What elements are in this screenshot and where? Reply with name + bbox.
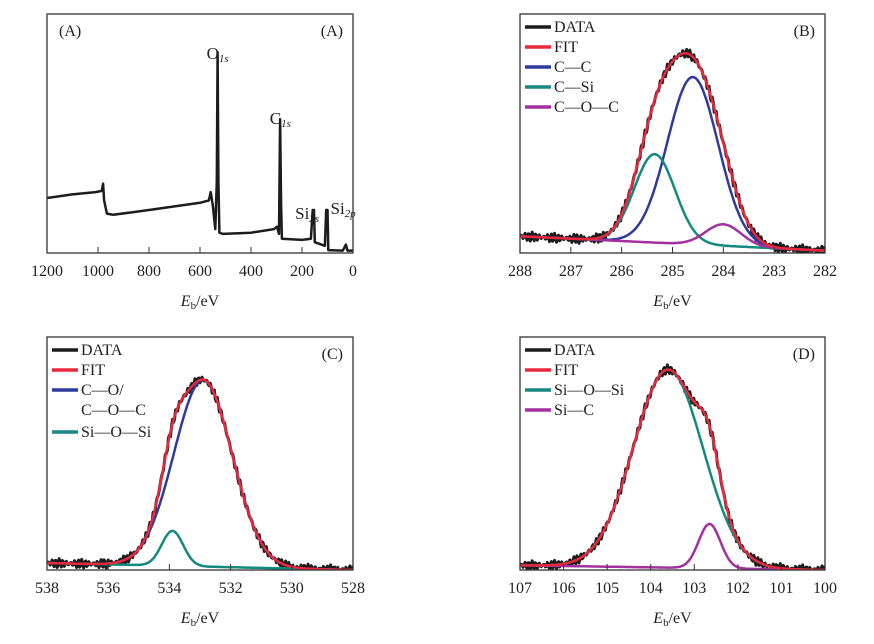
x-tick-label: 107 bbox=[508, 580, 532, 597]
x-axis-label: Eb/eV bbox=[180, 293, 220, 312]
x-tick-label: 284 bbox=[711, 263, 735, 280]
x-axis-label-rest: /eV bbox=[196, 293, 220, 310]
legend-label: C—C bbox=[554, 59, 591, 76]
x-tick-label: 282 bbox=[813, 263, 837, 280]
x-tick-label: 106 bbox=[552, 580, 576, 597]
legend-label: Si—O—Si bbox=[554, 382, 625, 399]
legend-label: FIT bbox=[554, 39, 578, 56]
plot-frame bbox=[46, 336, 354, 571]
x-tick-label: 200 bbox=[290, 263, 314, 280]
panel-label: (A) bbox=[59, 23, 81, 40]
x-tick-label: 101 bbox=[769, 580, 793, 597]
x-tick-label: 102 bbox=[726, 580, 750, 597]
legend-label: Si—C bbox=[554, 402, 594, 419]
x-axis-label-main: E bbox=[652, 293, 663, 310]
x-tick-label: 105 bbox=[595, 580, 619, 597]
x-axis-label-sub: b bbox=[663, 617, 669, 629]
x-axis-label-main: E bbox=[652, 610, 663, 627]
x-tick-label: 1000 bbox=[82, 263, 114, 280]
x-tick-label: 400 bbox=[239, 263, 263, 280]
x-tick-label: 536 bbox=[96, 580, 120, 597]
x-tick-label: 286 bbox=[610, 263, 634, 280]
x-axis-label-rest: /eV bbox=[669, 610, 693, 627]
panel-a: 1200 1000 800 600 400 200 0Eb/eV(A)(A)O1sC1sSi… bbox=[31, 13, 357, 312]
x-tick-label: 528 bbox=[341, 580, 365, 597]
legend-label: C—Si bbox=[554, 79, 595, 96]
x-tick-label: 534 bbox=[157, 580, 181, 597]
x-tick-label: 0 bbox=[349, 263, 357, 280]
legend-label: Si—O—Si bbox=[81, 424, 152, 441]
x-axis-label-sub: b bbox=[191, 617, 197, 629]
x-axis-label: Eb/eV bbox=[652, 293, 692, 312]
peak-label-main: Si bbox=[331, 199, 345, 218]
peak-label: C1s bbox=[270, 109, 291, 130]
x-tick-label: 800 bbox=[137, 263, 161, 280]
legend-label: C—O/ bbox=[81, 382, 124, 399]
panel-label: (B) bbox=[794, 23, 815, 40]
x-axis-label-sub: b bbox=[663, 300, 669, 312]
plot-frame bbox=[519, 336, 826, 571]
x-tick-label: 538 bbox=[35, 580, 59, 597]
x-tick-label: 530 bbox=[280, 580, 304, 597]
x-axis-label-main: E bbox=[180, 293, 191, 310]
peak-label: O1s bbox=[207, 44, 229, 65]
series-line-data bbox=[47, 50, 353, 252]
x-tick-label: 600 bbox=[188, 263, 212, 280]
peak-label-sub: 1s bbox=[281, 118, 291, 130]
legend-label: C—O—C bbox=[81, 402, 146, 419]
panel-label: (D) bbox=[793, 346, 815, 363]
legend-label: FIT bbox=[554, 362, 578, 379]
series-line-component bbox=[520, 368, 825, 570]
peak-label-main: Si bbox=[295, 204, 309, 223]
x-tick-label: 103 bbox=[682, 580, 706, 597]
x-axis-label-rest: /eV bbox=[669, 293, 693, 310]
series-line-component bbox=[520, 522, 825, 570]
x-axis-label-main: E bbox=[180, 610, 191, 627]
x-tick-label: 287 bbox=[559, 263, 583, 280]
panel-d: 107 106 105 104 103 102 101 100 Eb/eV (D) DATA FIT S… bbox=[508, 336, 837, 629]
series-line-fit bbox=[520, 368, 825, 570]
panel-c: 538 536 534 532 530 528 Eb/eV (C) DATA FIT C—O/C—O… bbox=[35, 336, 365, 629]
peak-label-sub: 2p bbox=[345, 208, 357, 220]
legend-label: DATA bbox=[554, 342, 596, 359]
x-tick-label: 288 bbox=[508, 263, 532, 280]
plot-area bbox=[47, 50, 353, 252]
peak-label: Si2s bbox=[295, 204, 319, 225]
x-tick-label: 100 bbox=[813, 580, 837, 597]
peak-label-sub: 2s bbox=[309, 213, 319, 225]
x-axis-label: Eb/eV bbox=[652, 610, 692, 629]
x-axis-label: Eb/eV bbox=[180, 610, 220, 629]
panel-b: 288 287 286 285 284 283 282 Eb/eV (B) DATA FIT C—C C… bbox=[508, 13, 837, 312]
peak-label-main: O bbox=[207, 44, 219, 63]
x-axis-label-rest: /eV bbox=[196, 610, 220, 627]
x-tick-label: 104 bbox=[639, 580, 663, 597]
x-tick-label: 283 bbox=[762, 263, 786, 280]
x-tick-label: 285 bbox=[661, 263, 685, 280]
plot-area bbox=[520, 363, 825, 570]
x-tick-label: 532 bbox=[219, 580, 243, 597]
series-line-fit bbox=[520, 51, 825, 252]
x-tick-label: 1200 bbox=[31, 263, 63, 280]
x-axis-label-sub: b bbox=[191, 300, 197, 312]
peak-label: Si2p bbox=[331, 199, 357, 220]
series-line-fit bbox=[47, 378, 353, 570]
peak-label-main: C bbox=[270, 109, 281, 128]
panel-label: (C) bbox=[322, 346, 343, 363]
legend-label: C—O—C bbox=[554, 99, 619, 116]
peak-label-sub: 1s bbox=[219, 53, 229, 65]
legend-label: DATA bbox=[554, 19, 596, 36]
panel-label: (A) bbox=[321, 23, 343, 40]
legend-label: DATA bbox=[81, 342, 123, 359]
legend-label: FIT bbox=[81, 362, 105, 379]
